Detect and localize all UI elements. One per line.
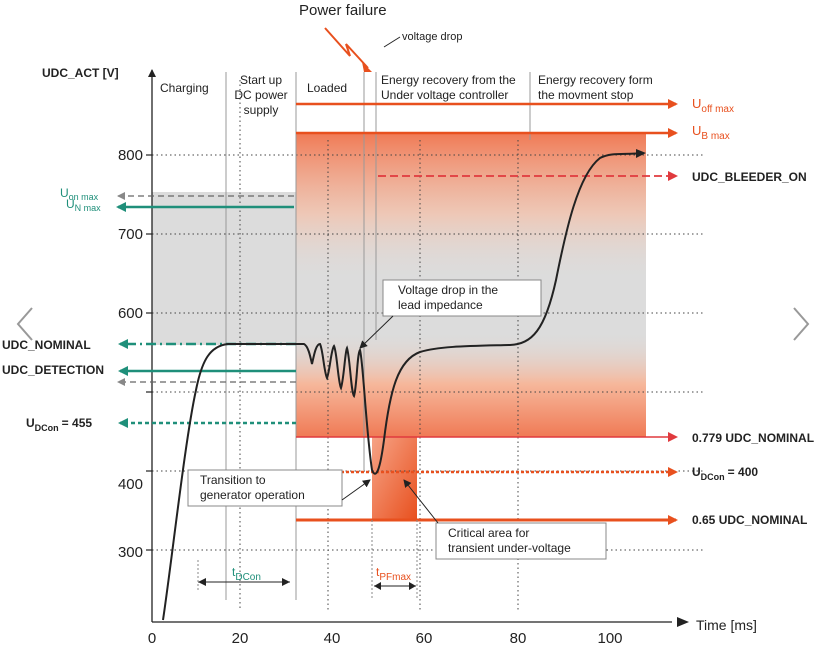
phase-recovery2-line2: the movment stop (538, 88, 634, 102)
lightning-arrow-icon (362, 62, 372, 72)
bleeder-on-label: UDC_BLEEDER_ON (692, 170, 807, 184)
phase-recovery1-line1: Energy recovery from the (381, 73, 516, 87)
tdcon-label: tDCon (232, 565, 261, 583)
callout-gen-line1: Transition to (200, 473, 266, 487)
tpf-label: tPFmax (376, 565, 411, 583)
phase-separators (225, 72, 531, 600)
callout-gen-leader (341, 479, 371, 501)
x-tick-80: 80 (510, 630, 527, 647)
uoff-max-label: Uoff max (692, 96, 734, 115)
phase-startup-line1: Start up (240, 73, 282, 87)
upper-warning-area (296, 133, 646, 283)
phase-startup-line2: DC power (234, 88, 287, 102)
diagram-title: Power failure (299, 2, 387, 19)
voltage-drop-label: voltage drop (402, 31, 463, 43)
uon-max-label: Uon max (60, 186, 99, 202)
phase-charging: Charging (160, 81, 209, 95)
callout-voltage-drop (382, 279, 542, 317)
x-tick-40: 40 (324, 630, 341, 647)
callout-drop-leader (359, 315, 394, 349)
udc-nominal-label: UDC_NOMINAL (2, 338, 91, 352)
critical-area (372, 437, 417, 520)
callout-generator (187, 469, 343, 507)
phase-recovery2-line1: Energy recovery form (538, 73, 653, 87)
callout-critical (435, 522, 607, 560)
lightning-bolt-icon (324, 27, 369, 69)
voltage-drop-leader (383, 36, 401, 48)
udc-065-label: 0.65 UDC_NOMINAL (692, 513, 807, 527)
ub-max-label: UB max (692, 123, 730, 142)
x-tick-100: 100 (597, 630, 622, 647)
callout-crit-line2: transient under-voltage (448, 541, 571, 555)
charging-band (152, 192, 296, 345)
callout-drop-line2: lead impedance (398, 298, 483, 312)
x-axis-arrow-icon (677, 617, 689, 627)
callout-crit-line1: Critical area for (448, 526, 529, 540)
chevron-right-icon[interactable] (793, 307, 810, 341)
y-axis-label: UDC_ACT [V] (42, 66, 119, 80)
callout-drop-line1: Voltage drop in the (398, 283, 498, 297)
udc-779-label: 0.779 UDC_NOMINAL (692, 431, 814, 445)
y-tick-300: 300 (118, 544, 143, 561)
un-max-label: UN max (66, 197, 101, 213)
udcon-400-label: UDCon = 400 (692, 465, 758, 482)
lower-warning-area (296, 330, 646, 437)
udc-detection-label: UDC_DETECTION (2, 363, 104, 377)
y-ticks-marks (146, 154, 152, 551)
callout-gen-line2: generator operation (200, 488, 305, 502)
phase-startup-line3: supply (244, 103, 279, 117)
udcon-455-label: UDCon = 455 (26, 416, 92, 433)
y-tick-400: 400 (118, 476, 143, 493)
x-tick-0: 0 (148, 630, 156, 647)
y-tick-800: 800 (118, 147, 143, 164)
curve-end-arrow-icon (636, 149, 646, 158)
callout-crit-leader (403, 479, 439, 524)
chevron-left-icon[interactable] (16, 307, 33, 341)
phase-loaded: Loaded (307, 81, 347, 95)
y-tick-600: 600 (118, 305, 143, 322)
voltage-curve (162, 152, 644, 621)
y-tick-700: 700 (118, 226, 143, 243)
x-tick-20: 20 (232, 630, 249, 647)
x-tick-60: 60 (416, 630, 433, 647)
phase-recovery1-line2: Under voltage controller (381, 88, 508, 102)
x-axis-label: Time [ms] (696, 617, 757, 633)
